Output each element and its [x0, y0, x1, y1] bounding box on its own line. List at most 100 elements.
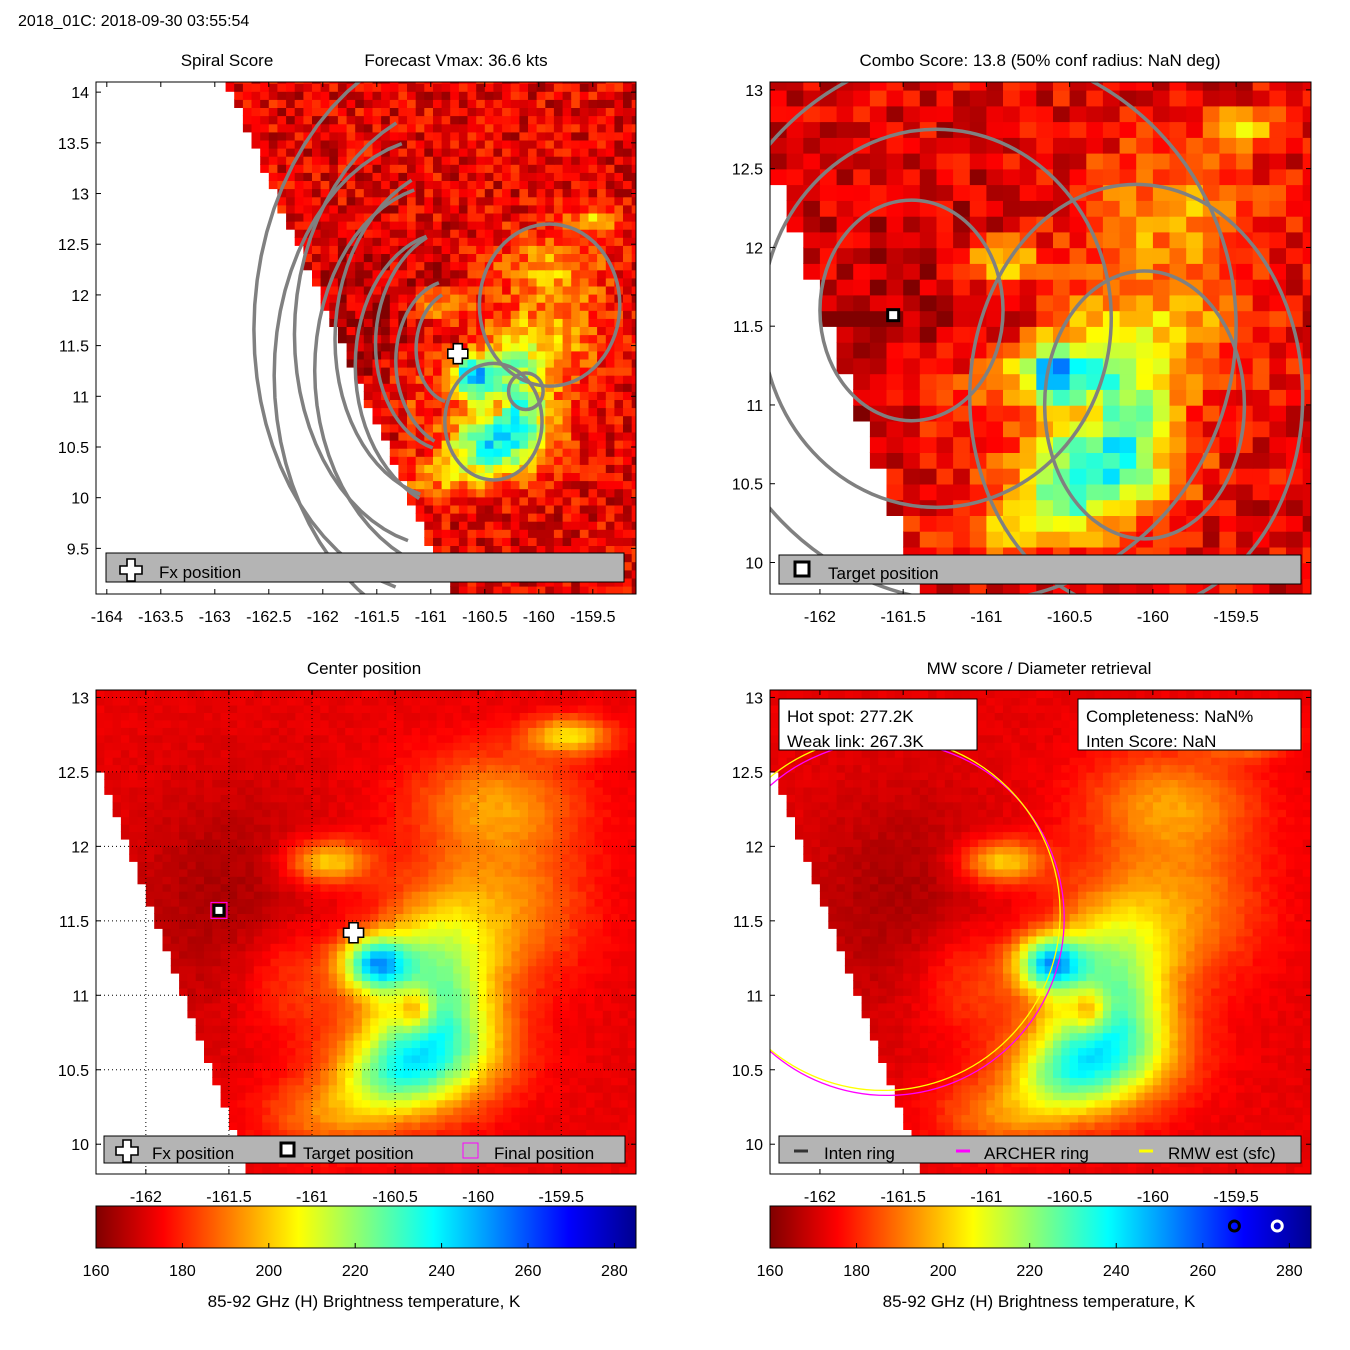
heatmap-cell — [886, 137, 904, 154]
heatmap-cell — [903, 168, 921, 186]
heatmap-cell — [398, 220, 408, 230]
y-tick-label: 11 — [72, 389, 89, 406]
heatmap-cell — [1119, 82, 1137, 91]
heatmap-cell — [228, 1002, 238, 1011]
heatmap-cell — [770, 89, 788, 107]
heatmap-cell — [519, 456, 529, 465]
heatmap-cell — [536, 439, 546, 449]
heatmap-cell — [631, 529, 636, 538]
heatmap-cell — [510, 139, 520, 149]
heatmap-cell — [270, 1025, 280, 1034]
heatmap-cell — [631, 569, 636, 579]
heatmap-cell — [597, 115, 607, 125]
heatmap-cell — [336, 943, 346, 952]
heatmap-cell — [586, 1054, 596, 1063]
heatmap-cell — [552, 1040, 562, 1049]
heatmap-cell — [493, 180, 503, 190]
heatmap-cell — [441, 448, 451, 457]
heatmap-cell — [577, 1054, 587, 1063]
heatmap-cell — [605, 293, 616, 303]
heatmap-cell — [986, 531, 1004, 548]
heatmap-cell — [605, 204, 616, 214]
heatmap-cell — [420, 1129, 429, 1138]
heatmap-cell — [903, 373, 921, 390]
heatmap-cell — [389, 180, 400, 190]
heatmap-cell — [287, 1054, 297, 1063]
heatmap-cell — [936, 82, 954, 91]
heatmap-cell — [1003, 89, 1021, 107]
combo-legend-label: Target position — [828, 564, 939, 583]
heatmap-cell — [552, 958, 562, 967]
heatmap-cell — [619, 1032, 629, 1041]
heatmap-cell — [484, 504, 495, 514]
heatmap-cell — [579, 512, 590, 522]
heatmap-cell — [278, 1054, 288, 1063]
heatmap-cell — [277, 204, 287, 214]
heatmap-cell — [361, 1010, 371, 1019]
heatmap-cell — [245, 1166, 255, 1174]
heatmap-cell — [428, 1099, 438, 1108]
heatmap-cell — [1102, 436, 1121, 453]
heatmap-cell — [561, 973, 571, 982]
heatmap-cell — [502, 196, 512, 206]
heatmap-cell — [528, 488, 538, 498]
heatmap-cell — [395, 1084, 405, 1093]
heatmap-cell — [295, 1084, 305, 1093]
heatmap-cell — [519, 995, 529, 1004]
heatmap-cell — [461, 1129, 471, 1138]
heatmap-cell — [579, 188, 590, 198]
heatmap-cell — [614, 537, 624, 546]
heatmap-cell — [450, 399, 460, 409]
heatmap-cell — [220, 1032, 230, 1041]
heatmap-cell — [444, 1054, 454, 1063]
heatmap-cell — [903, 82, 921, 91]
heatmap-cell — [594, 1017, 604, 1026]
heatmap-cell — [260, 91, 270, 100]
heatmap-cell — [1036, 310, 1054, 327]
heatmap-cell — [545, 423, 555, 433]
heatmap-cell — [398, 302, 408, 311]
heatmap-cell — [597, 318, 607, 327]
heatmap-cell — [270, 1114, 280, 1123]
heatmap-cell — [528, 1017, 537, 1026]
heatmap-cell — [969, 82, 988, 91]
heatmap-cell — [260, 83, 270, 92]
heatmap-cell — [467, 326, 477, 336]
heatmap-cell — [614, 83, 624, 92]
heatmap-cell — [303, 1047, 313, 1056]
heatmap-cell — [277, 99, 287, 108]
heatmap-cell — [503, 973, 513, 982]
heatmap-cell — [510, 310, 520, 319]
heatmap-cell — [303, 973, 313, 982]
heatmap-cell — [328, 973, 338, 982]
heatmap-cell — [536, 204, 546, 214]
heatmap-cell — [605, 537, 616, 546]
heatmap-cell — [503, 1017, 513, 1026]
heatmap-cell — [528, 1025, 537, 1034]
heatmap-cell — [627, 1144, 636, 1153]
heatmap-cell — [433, 448, 443, 457]
heatmap-cell — [493, 383, 503, 392]
heatmap-cell — [486, 1114, 496, 1123]
heatmap-cell — [277, 131, 287, 141]
heatmap-cell — [502, 350, 512, 360]
heatmap-cell — [562, 115, 572, 125]
heatmap-cell — [262, 1002, 272, 1011]
heatmap-cell — [631, 431, 636, 441]
heatmap-cell — [631, 156, 636, 165]
heatmap-cell — [1302, 137, 1311, 154]
heatmap-cell — [1152, 483, 1171, 501]
heatmap-cell — [579, 415, 590, 425]
heatmap-cell — [503, 987, 513, 996]
heatmap-cell — [320, 115, 330, 125]
heatmap-cell — [579, 293, 590, 303]
heatmap-cell — [420, 1069, 429, 1078]
heatmap-cell — [1186, 137, 1204, 154]
heatmap-cell — [1269, 468, 1287, 485]
heatmap-cell — [903, 263, 921, 280]
heatmap-cell — [253, 987, 263, 996]
heatmap-cell — [602, 1114, 612, 1123]
heatmap-cell — [619, 1040, 629, 1049]
heatmap-cell — [294, 229, 304, 238]
heatmap-cell — [605, 310, 616, 319]
